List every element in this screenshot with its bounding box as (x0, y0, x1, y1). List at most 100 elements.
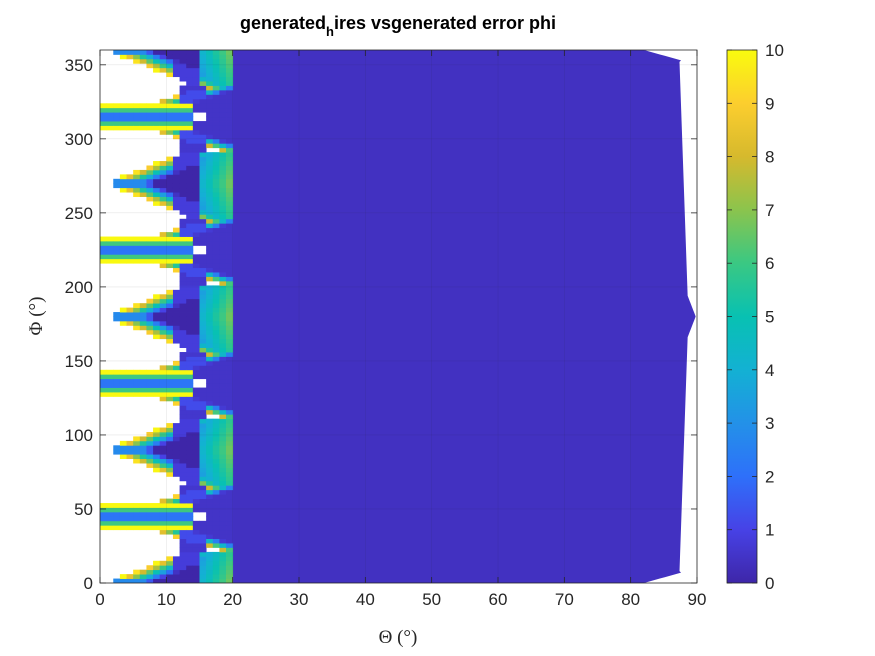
heatmap-cell (212, 98, 220, 104)
heatmap-cell (172, 161, 180, 166)
heatmap-cell (226, 409, 234, 415)
heatmap-cell (179, 54, 187, 60)
heatmap-cell (199, 574, 207, 579)
heatmap-cell (113, 516, 121, 522)
heatmap-cell (186, 236, 194, 242)
heatmap-cell (119, 369, 127, 375)
heatmap-cell (179, 232, 187, 237)
heatmap-cell (186, 378, 194, 384)
heatmap-cell (166, 98, 174, 104)
heatmap-cell (139, 303, 147, 309)
heatmap-cell (166, 165, 174, 171)
heatmap-cell (199, 387, 207, 393)
heatmap-cell (212, 223, 220, 229)
heatmap-cell (153, 511, 161, 517)
heatmap-cell (206, 400, 214, 406)
heatmap-cell (226, 294, 234, 300)
heatmap-cell (192, 480, 200, 486)
heatmap-cell (206, 227, 214, 233)
heatmap-cell (146, 463, 154, 468)
heatmap-cell (199, 556, 207, 562)
heatmap-cell (179, 236, 187, 242)
heatmap-cell (186, 480, 194, 486)
heatmap-cell (199, 81, 207, 86)
heatmap-cell (133, 245, 141, 251)
heatmap-cell (226, 560, 234, 566)
heatmap-cell (153, 516, 161, 522)
heatmap-cell (206, 201, 214, 206)
heatmap-cell (199, 312, 207, 317)
heatmap-cell (153, 427, 161, 433)
heatmap-cell (133, 511, 141, 517)
heatmap-cell (159, 316, 167, 322)
heatmap-cell (172, 320, 180, 326)
heatmap-cell (226, 258, 234, 264)
heatmap-cell (100, 258, 108, 264)
heatmap-cell (139, 107, 147, 113)
colorbar-tick-label: 9 (765, 94, 774, 113)
heatmap-cell (146, 374, 154, 380)
heatmap-cell (179, 360, 187, 366)
heatmap-cell (133, 169, 141, 175)
heatmap-cell (199, 396, 207, 402)
heatmap-cell (146, 303, 154, 309)
heatmap-cell (126, 449, 134, 455)
heatmap-cell (126, 574, 134, 579)
heatmap-cell (192, 449, 200, 455)
heatmap-cell (199, 298, 207, 304)
heatmap-cell (199, 134, 207, 140)
heatmap-cell (219, 129, 227, 135)
heatmap-cell (206, 112, 214, 118)
heatmap-cell (219, 352, 227, 357)
heatmap-cell (119, 174, 127, 180)
heatmap-cell (219, 418, 227, 424)
heatmap-cell (186, 178, 194, 184)
heatmap-cell (186, 165, 194, 171)
heatmap-cell (199, 258, 207, 264)
heatmap-cell (179, 276, 187, 282)
heatmap-cell (186, 511, 194, 517)
heatmap-cell (226, 196, 234, 202)
heatmap-cell (172, 569, 180, 575)
heatmap-cell (172, 525, 180, 531)
heatmap-cell (212, 400, 220, 406)
heatmap-cell (199, 85, 207, 91)
heatmap-cell (192, 454, 200, 460)
heatmap-cell (166, 436, 174, 442)
heatmap-cell (172, 178, 180, 184)
heatmap-cell (172, 267, 180, 273)
heatmap-cell (106, 525, 114, 531)
heatmap-cell (206, 476, 214, 482)
heatmap-cell (226, 134, 234, 140)
heatmap-cell (159, 396, 167, 402)
heatmap-cell (166, 174, 174, 180)
heatmap-cell (166, 387, 174, 393)
heatmap-cell (172, 454, 180, 460)
heatmap-cell (186, 387, 194, 393)
heatmap-cell (186, 431, 194, 437)
heatmap-cell (186, 307, 194, 313)
heatmap-cell (179, 72, 187, 78)
heatmap-cell (226, 383, 234, 388)
heatmap-cell (153, 369, 161, 375)
heatmap-cell (186, 209, 194, 215)
heatmap-cell (119, 387, 127, 393)
heatmap-cell (139, 169, 147, 175)
heatmap-cell (166, 423, 174, 428)
heatmap-cell (119, 578, 127, 583)
heatmap-cell (179, 227, 187, 233)
heatmap-cell (166, 116, 174, 122)
heatmap-cell (133, 325, 141, 331)
heatmap-cell (159, 467, 167, 473)
heatmap-cell (212, 520, 220, 526)
heatmap-cell (212, 387, 220, 393)
heatmap-cell (186, 316, 194, 322)
heatmap-cell (166, 58, 174, 64)
heatmap-cell (172, 520, 180, 526)
x-tick-label: 0 (95, 590, 104, 609)
heatmap-cell (206, 161, 214, 166)
heatmap-cell (199, 307, 207, 313)
heatmap-cell (192, 81, 200, 86)
heatmap-cell (186, 525, 194, 531)
heatmap-cell (179, 489, 187, 495)
